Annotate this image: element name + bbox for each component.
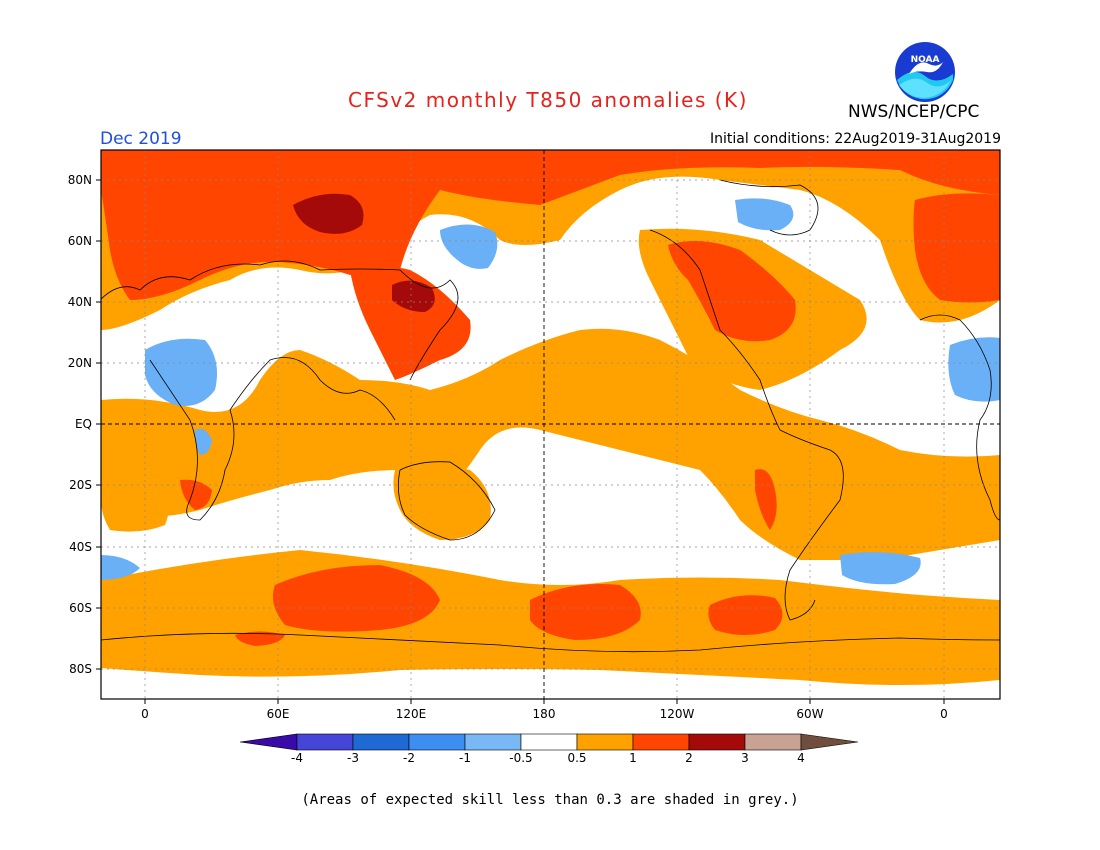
- lat-label-20s: 20S: [69, 478, 92, 492]
- colorbar-swatch: [352, 733, 410, 751]
- noaa-logo-text: NOAA: [911, 55, 940, 65]
- anomaly-region-south-atlantic-cool: [101, 555, 140, 580]
- colorbar-swatch-above-max: [800, 733, 859, 751]
- skill-note: (Areas of expected skill less than 0.3 a…: [301, 792, 799, 808]
- lat-label-60s: 60S: [69, 601, 92, 615]
- anomaly-region-east-asia-warm: [350, 266, 471, 380]
- lon-label-60e: 60E: [266, 707, 290, 721]
- chart-title: CFSv2 monthly T850 anomalies (K): [348, 88, 748, 112]
- colorbar-level-label: -3: [347, 751, 359, 765]
- anomaly-region-siberia-strongest: [293, 193, 364, 234]
- lon-label-0-west: 0: [141, 707, 149, 721]
- organization-label: NWS/NCEP/CPC: [848, 102, 980, 122]
- lon-label-180: 180: [532, 707, 556, 721]
- lat-label-40s: 40S: [69, 540, 92, 554]
- colorbar-swatch: [688, 733, 746, 751]
- colorbar-level-label: 0.5: [567, 751, 587, 765]
- lon-label-0-east: 0: [940, 707, 948, 721]
- colorbar-swatches: [239, 733, 859, 751]
- colorbar-level-label: 4: [797, 751, 805, 765]
- anomaly-region-south-indian-strong: [272, 565, 440, 632]
- colorbar-level-label: -4: [291, 751, 303, 765]
- lat-label-80n: 80N: [67, 173, 92, 187]
- lat-label-80s: 80S: [69, 662, 92, 676]
- anomaly-region-south-america-strong: [708, 595, 783, 635]
- anomaly-region-south-atlantic-cool-east: [840, 552, 921, 585]
- anomaly-region-east-africa-cool: [194, 428, 212, 455]
- anomaly-region-arabia-cool: [145, 338, 218, 406]
- initial-conditions-label: Initial conditions: 22Aug2019-31Aug2019: [710, 131, 1001, 147]
- coastlines: [101, 179, 1000, 653]
- valid-month-label: Dec 2019: [100, 129, 182, 149]
- anomaly-region-greenland-cool: [735, 198, 794, 231]
- axis-ticks: [96, 179, 945, 704]
- colorbar-swatch: [408, 733, 466, 751]
- colorbar-swatch: [576, 733, 634, 751]
- lon-label-60w: 60W: [796, 707, 824, 721]
- colorbar-level-label: 1: [629, 751, 637, 765]
- lon-label-120e: 120E: [395, 707, 427, 721]
- lon-label-120w: 120W: [659, 707, 695, 721]
- graticule: [101, 150, 1000, 699]
- anomaly-region-south-africa-warm: [101, 473, 169, 532]
- anomaly-region-south-africa-strong: [180, 479, 212, 510]
- anomaly-region-antarctic-coast-strong: [235, 631, 285, 646]
- colorbar-level-label: -1: [459, 751, 471, 765]
- lat-label-eq: EQ: [74, 417, 92, 431]
- colorbar-level-label: 2: [685, 751, 693, 765]
- anomaly-region-north-pacific-cool: [440, 224, 498, 269]
- colorbar-swatch: [464, 733, 522, 751]
- lat-label-60n: 60N: [67, 234, 92, 248]
- anomaly-region-australia-warm: [393, 465, 491, 540]
- anomaly-region-south-pacific-strong: [530, 584, 641, 640]
- anomaly-fields: [101, 150, 1000, 699]
- colorbar-swatch: [632, 733, 690, 751]
- noaa-logo: NOAA: [893, 40, 957, 104]
- anomaly-region-south-america-warm-east: [755, 469, 777, 530]
- anomaly-region-east-asia-strongest: [392, 280, 435, 312]
- lat-label-20n: 20N: [67, 356, 92, 370]
- lat-label-40n: 40N: [67, 295, 92, 309]
- anomaly-region-europe-warm-east: [913, 193, 1000, 303]
- reference-lines: [101, 150, 1000, 699]
- colorbar-swatch: [296, 733, 354, 751]
- colorbar-level-label: 3: [741, 751, 749, 765]
- anomaly-region-arctic-strong: [101, 150, 1000, 300]
- anomaly-region-arabia-cool-east: [948, 337, 1000, 402]
- colorbar-level-label: -0.5: [509, 751, 533, 765]
- colorbar-swatch: [520, 733, 578, 751]
- anomaly-region-north-america-strong: [668, 241, 796, 342]
- colorbar-level-label: -2: [403, 751, 415, 765]
- colorbar-swatch: [744, 733, 802, 751]
- colorbar-swatch-below-min: [239, 733, 298, 751]
